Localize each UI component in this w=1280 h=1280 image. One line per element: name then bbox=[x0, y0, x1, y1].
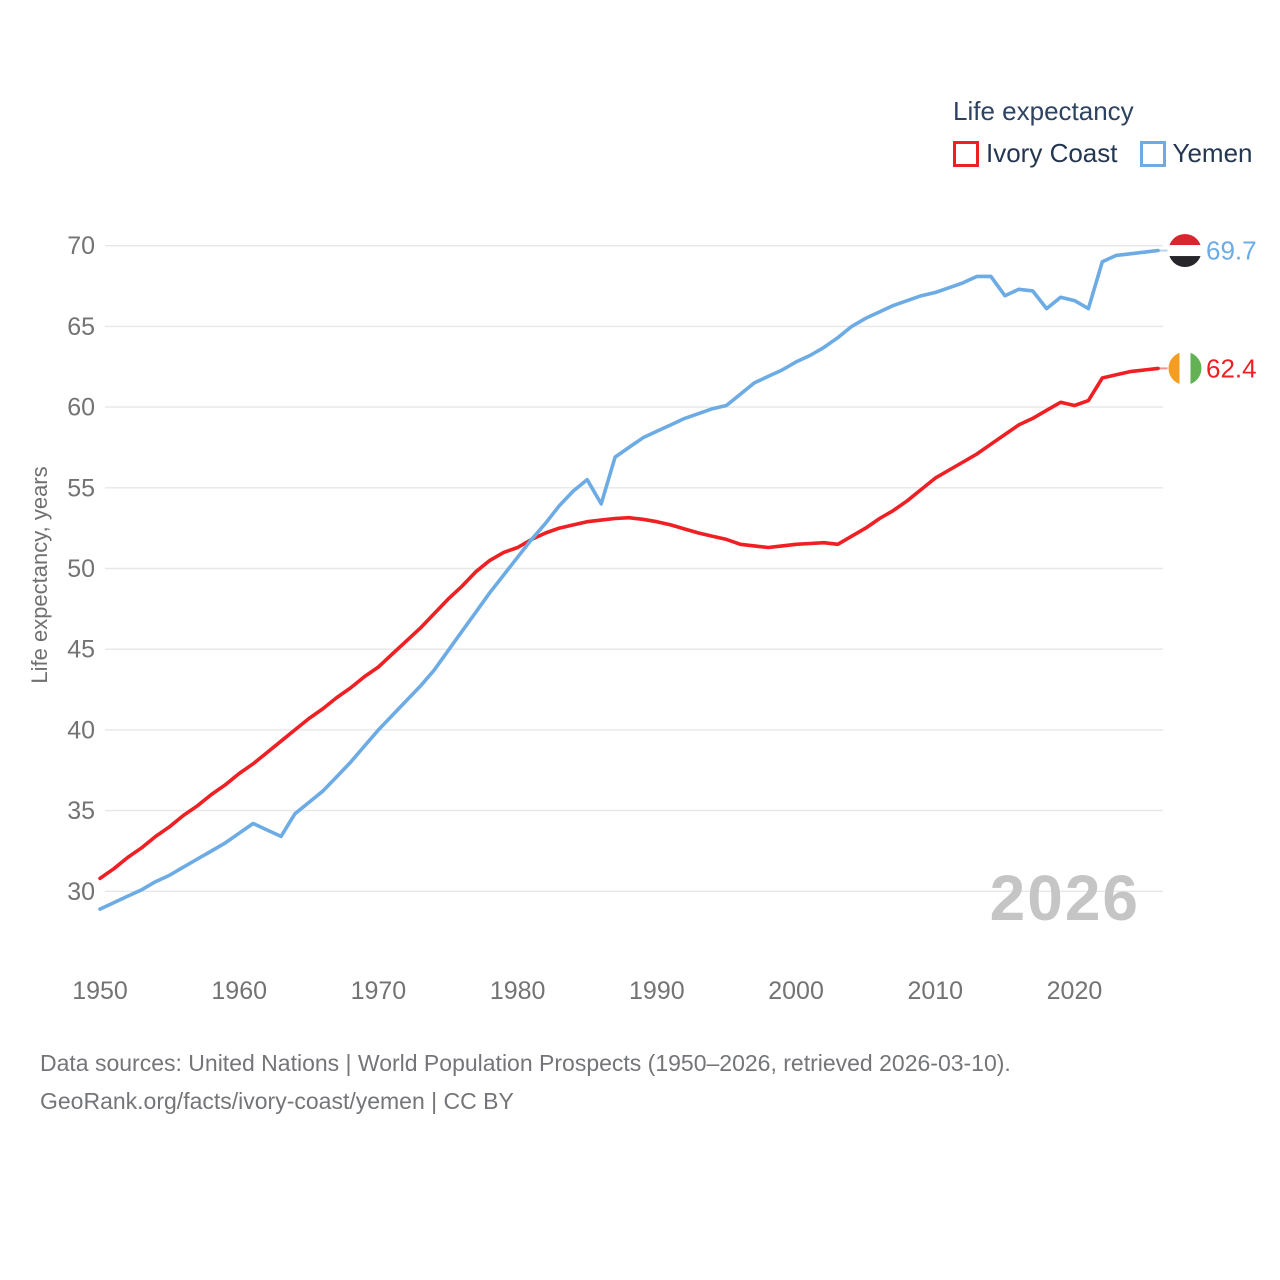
ivory-coast-swatch-icon bbox=[953, 140, 979, 167]
y-tick-label-70: 70 bbox=[67, 232, 95, 260]
ivory-coast-flag-icon bbox=[1168, 351, 1202, 385]
footer-attribution-link: GeoRank.org/facts/ivory-coast/yemen | CC… bbox=[40, 1088, 514, 1114]
y-tick-label-30: 30 bbox=[67, 878, 95, 906]
legend-item-yemen[interactable]: Yemen bbox=[1139, 138, 1253, 169]
y-tick-label-60: 60 bbox=[67, 394, 95, 422]
x-tick-label-2000: 2000 bbox=[768, 977, 824, 1005]
series-line-ivory-coast bbox=[98, 366, 1160, 881]
legend-item-ivory-coast[interactable]: Ivory Coast bbox=[953, 138, 1118, 169]
y-tick-label-55: 55 bbox=[67, 474, 95, 502]
legend: Life expectancy Ivory Coast Yemen bbox=[953, 96, 1253, 169]
x-tick-label-2020: 2020 bbox=[1047, 977, 1103, 1005]
end-value-label-ivory-coast: 62.4 bbox=[1206, 353, 1257, 383]
x-tick-label-1990: 1990 bbox=[629, 977, 685, 1005]
y-axis-title: Life expectancy, years bbox=[27, 466, 52, 683]
end-value-label-yemen: 69.7 bbox=[1206, 236, 1257, 266]
legend-label-ivory-coast: Ivory Coast bbox=[986, 138, 1118, 168]
x-tick-label-1970: 1970 bbox=[351, 977, 407, 1005]
y-tick-label-40: 40 bbox=[67, 716, 95, 744]
chart-footer: Data sources: United Nations | World Pop… bbox=[40, 1044, 1011, 1120]
series-line-yemen bbox=[98, 248, 1160, 911]
yemen-flag-icon bbox=[1168, 234, 1202, 268]
x-tick-label-1980: 1980 bbox=[490, 977, 546, 1005]
y-tick-label-65: 65 bbox=[67, 313, 95, 341]
x-tick-label-1950: 1950 bbox=[72, 977, 128, 1005]
x-tick-label-1960: 1960 bbox=[211, 977, 267, 1005]
footer-data-sources: Data sources: United Nations | World Pop… bbox=[40, 1050, 1011, 1076]
y-tick-label-50: 50 bbox=[67, 555, 95, 583]
yemen-swatch-icon bbox=[1139, 140, 1166, 167]
legend-label-yemen: Yemen bbox=[1172, 138, 1253, 168]
legend-items: Ivory Coast Yemen bbox=[953, 138, 1253, 169]
legend-title: Life expectancy bbox=[953, 96, 1134, 126]
x-tick-label-2010: 2010 bbox=[907, 977, 963, 1005]
y-tick-label-35: 35 bbox=[67, 797, 95, 825]
year-watermark: 2026 bbox=[990, 862, 1140, 934]
y-tick-label-45: 45 bbox=[67, 636, 95, 664]
